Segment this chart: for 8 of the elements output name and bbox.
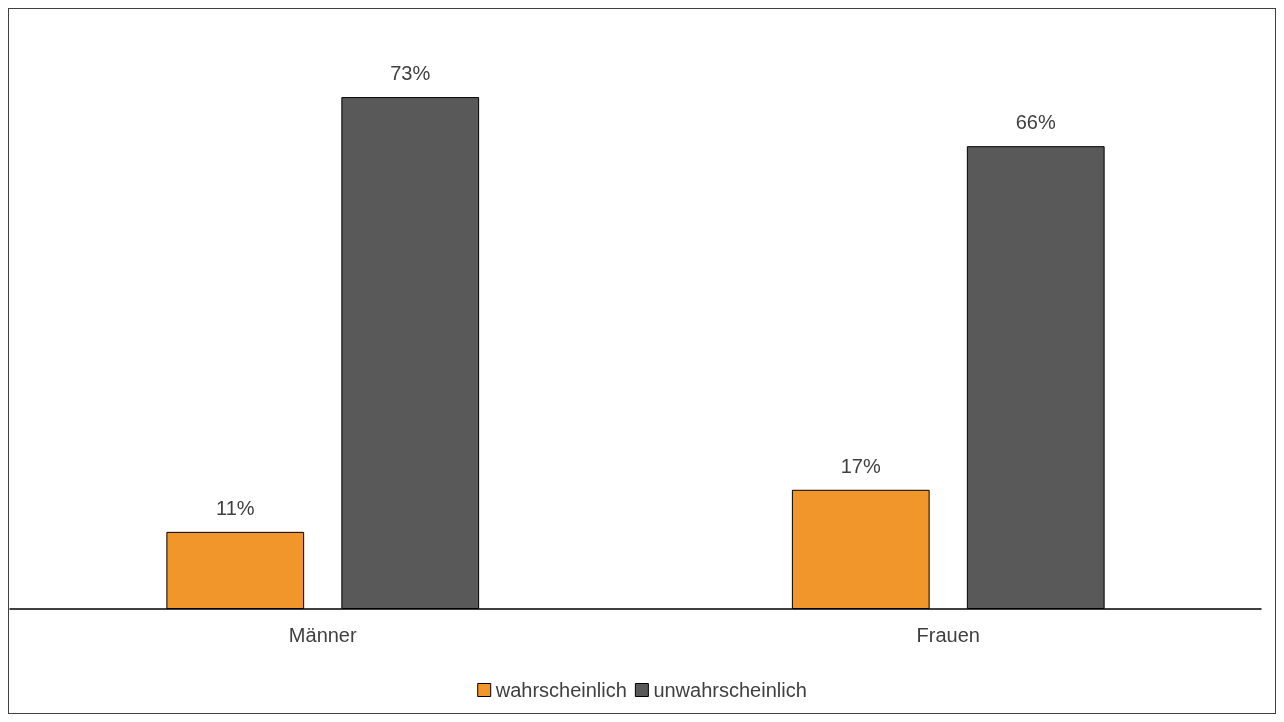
x-tick-label: Männer <box>288 624 357 646</box>
data-label: 73% <box>390 62 431 85</box>
data-label: 66% <box>1015 111 1056 134</box>
data-label: 17% <box>840 454 881 477</box>
legend-label: unwahrscheinlich <box>653 679 807 701</box>
legend-label: wahrscheinlich <box>494 679 627 701</box>
data-label: 11% <box>215 496 255 519</box>
x-tick-label: Frauen <box>916 624 980 646</box>
